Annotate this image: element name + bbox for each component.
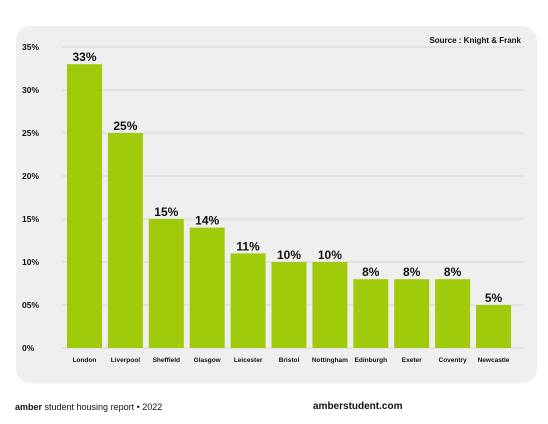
data-label: 33% bbox=[72, 50, 96, 64]
y-axis-ticks: 0% 05% 10% 15% 20% 25% 30% 35% bbox=[22, 42, 39, 353]
x-category-label: Newcastle bbox=[478, 357, 510, 364]
data-label: 14% bbox=[195, 214, 219, 228]
bar bbox=[476, 305, 511, 348]
x-axis-categories: London Liverpool Sheffield Glasgow Leicester… bbox=[73, 357, 510, 364]
y-tick-label: 30% bbox=[22, 85, 39, 95]
y-tick-label: 10% bbox=[22, 257, 39, 267]
chart-card: 0% 05% 10% 15% 20% 25% 30% 35% 33% 25% 15% 14% 11% 1… bbox=[16, 26, 537, 383]
bars bbox=[67, 64, 511, 348]
data-label: 8% bbox=[444, 265, 462, 279]
bar bbox=[394, 279, 430, 348]
bar bbox=[230, 253, 266, 348]
data-label: 8% bbox=[362, 265, 380, 279]
y-tick-label: 05% bbox=[22, 300, 39, 310]
x-category-label: Leicester bbox=[234, 357, 263, 364]
bar bbox=[271, 262, 307, 348]
bar bbox=[189, 227, 225, 348]
x-category-label: Exeter bbox=[402, 357, 422, 364]
data-label: 10% bbox=[277, 248, 301, 262]
x-category-label: London bbox=[73, 357, 97, 364]
x-category-label: Liverpool bbox=[111, 357, 140, 364]
bar bbox=[353, 279, 389, 348]
bar bbox=[107, 133, 143, 348]
y-tick-label: 15% bbox=[22, 214, 39, 224]
y-tick-label: 0% bbox=[22, 343, 35, 353]
data-label: 5% bbox=[485, 291, 503, 305]
data-label: 15% bbox=[154, 205, 178, 219]
x-category-label: Glasgow bbox=[194, 357, 222, 364]
y-tick-label: 25% bbox=[22, 128, 39, 138]
x-category-label: Bristol bbox=[279, 357, 300, 364]
x-category-label: Coventry bbox=[439, 357, 468, 364]
data-label: 8% bbox=[403, 265, 421, 279]
bar bbox=[312, 262, 348, 348]
data-label: 11% bbox=[236, 239, 260, 253]
footer-report: student housing report • 2022 bbox=[42, 402, 163, 412]
x-category-label: Edinburgh bbox=[355, 357, 388, 364]
bar bbox=[435, 279, 471, 348]
data-label: 25% bbox=[113, 119, 137, 133]
data-label: 10% bbox=[318, 248, 342, 262]
bar bbox=[67, 64, 102, 348]
footer-report-title: amber student housing report • 2022 bbox=[15, 402, 162, 412]
y-tick-label: 20% bbox=[22, 171, 39, 181]
x-category-label: Sheffield bbox=[153, 357, 180, 364]
source-note: Source : Knight & Frank bbox=[429, 36, 521, 45]
bar-chart: 0% 05% 10% 15% 20% 25% 30% 35% 33% 25% 15% 14% 11% 1… bbox=[22, 36, 524, 364]
x-category-label: Nottingham bbox=[312, 357, 348, 364]
footer-brand: amber bbox=[15, 402, 43, 412]
footer-site: amberstudent.com bbox=[313, 401, 403, 412]
bar bbox=[148, 219, 184, 348]
data-labels: 33% 25% 15% 14% 11% 10% 10% 8% 8% 8% 5% bbox=[72, 50, 502, 305]
y-tick-label: 35% bbox=[22, 42, 39, 52]
